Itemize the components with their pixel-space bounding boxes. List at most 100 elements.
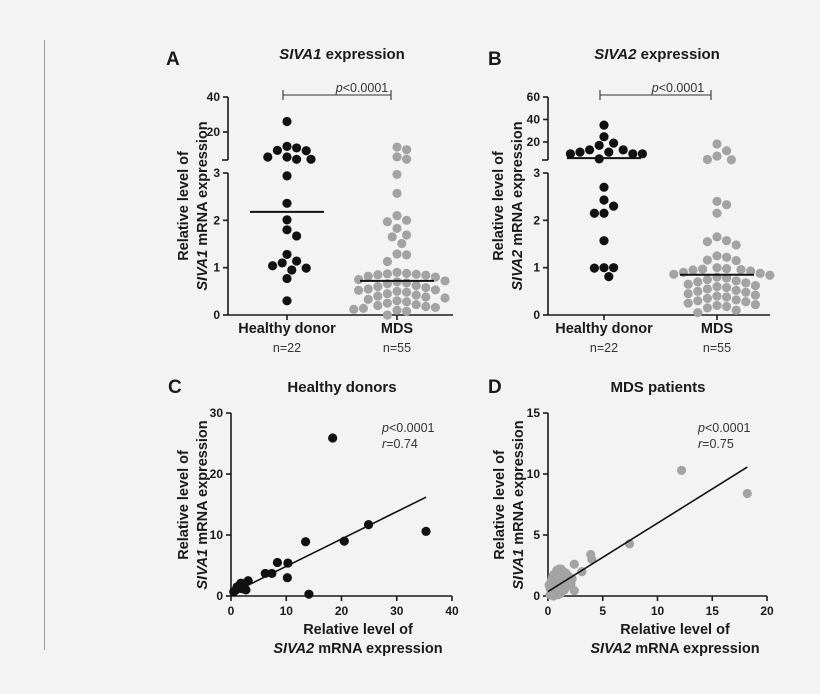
data-point <box>363 294 373 304</box>
title-rest: expression <box>321 46 404 63</box>
data-point <box>392 296 402 306</box>
panel-d-plot: 0 5 10 15 0 5 10 15 20 <box>527 406 774 618</box>
data-point <box>373 282 383 292</box>
data-point <box>742 488 752 499</box>
y-tick-label: 0 <box>533 589 540 603</box>
y-tick-label: 15 <box>527 406 541 420</box>
data-point <box>402 278 412 288</box>
category-label-mds: MDS <box>701 321 734 337</box>
data-point <box>560 568 571 578</box>
data-point <box>712 291 722 301</box>
regression-line <box>547 466 748 593</box>
panel-d-title: MDS patients <box>610 379 705 396</box>
n-label-healthy: n=22 <box>273 341 301 355</box>
data-point <box>712 139 722 149</box>
data-point <box>746 266 756 276</box>
panel-c-plot: 0 10 20 30 0 10 20 30 40 <box>210 406 459 618</box>
r-symbol: r <box>698 437 703 451</box>
data-point <box>382 269 392 279</box>
data-point <box>358 303 368 313</box>
data-point <box>609 138 619 148</box>
data-point <box>440 276 450 286</box>
data-point <box>411 281 421 291</box>
x-tick-label: 0 <box>228 604 235 618</box>
data-point <box>282 116 292 127</box>
p-value-label: p<0.0001 <box>335 81 389 95</box>
y-tick-label: 0 <box>213 308 220 322</box>
data-point <box>354 274 364 285</box>
y-tick-label: 5 <box>533 528 540 542</box>
y-tick-label: 1 <box>533 261 540 275</box>
data-point <box>392 305 402 315</box>
ylabel-gene: SIVA1 <box>195 549 211 590</box>
xlabel-gene: SIVA2 <box>273 641 314 657</box>
xlabel-line1: Relative level of <box>303 622 413 638</box>
panel-d: D MDS patients Relative level of SIVA1 m… <box>488 377 774 657</box>
data-point <box>382 298 392 308</box>
x-tick-label: 30 <box>390 604 404 618</box>
data-point <box>392 223 402 233</box>
data-point <box>282 273 292 284</box>
data-point <box>328 433 338 443</box>
data-point <box>587 554 597 565</box>
panel-a-ylabel: Relative level of SIVA1 mRNA expression <box>176 121 211 290</box>
data-point <box>282 198 292 208</box>
ylabel-line2: SIVA2 mRNA expression <box>510 121 526 290</box>
data-point <box>282 171 292 181</box>
ylabel-line2: SIVA1 mRNA expression <box>511 420 527 589</box>
ylabel-gene: SIVA2 <box>510 250 526 291</box>
p-symbol: p <box>335 81 343 95</box>
ylabel-rest: mRNA expression <box>195 420 211 548</box>
data-point <box>594 140 604 150</box>
xlabel-line2: SIVA2 mRNA expression <box>590 641 759 657</box>
data-point <box>755 268 765 278</box>
panel-b-ylabel: Relative level of SIVA2 mRNA expression <box>491 121 526 290</box>
y-tick-label: 10 <box>210 528 224 542</box>
panel-c: C Healthy donors Relative level of SIVA1… <box>168 377 459 657</box>
data-point <box>421 292 431 302</box>
y-tick-label: 20 <box>527 135 541 149</box>
data-point <box>304 589 314 599</box>
data-point <box>722 252 732 262</box>
ylabel-rest: mRNA expression <box>510 121 526 249</box>
xlabel-line2: SIVA2 mRNA expression <box>273 641 442 657</box>
y-tick-label: 0 <box>533 308 540 322</box>
data-point <box>765 270 775 280</box>
ylabel-gene: SIVA1 <box>511 549 527 590</box>
data-point <box>282 225 292 235</box>
r-symbol: r <box>382 437 387 451</box>
ylabel-line1: Relative level of <box>492 450 508 560</box>
data-point <box>382 256 392 267</box>
panel-letter-b: B <box>488 49 502 70</box>
data-point <box>363 284 373 294</box>
panel-b: B SIVA2 expression Relative level of SIV… <box>488 46 775 355</box>
data-point <box>669 269 679 279</box>
data-point <box>373 300 383 311</box>
data-point <box>440 293 450 303</box>
data-point <box>392 188 402 198</box>
data-point <box>263 152 273 162</box>
n-label-healthy: n=22 <box>590 341 618 355</box>
data-point <box>693 296 703 306</box>
data-point <box>741 287 751 297</box>
data-point <box>282 249 292 260</box>
data-point <box>430 272 440 282</box>
y-tick-label: 30 <box>210 406 224 420</box>
data-point <box>731 305 741 315</box>
data-point <box>382 217 392 227</box>
title-rest: expression <box>636 46 719 63</box>
data-point <box>599 263 609 273</box>
r-value: =0.75 <box>702 437 734 451</box>
data-point <box>411 290 421 300</box>
data-point <box>392 249 402 259</box>
data-point <box>693 277 703 287</box>
data-point <box>702 274 713 285</box>
data-point <box>599 208 609 218</box>
xlabel-gene: SIVA2 <box>590 641 631 657</box>
panel-letter-c: C <box>168 377 182 398</box>
y-tick-label: 40 <box>527 113 541 127</box>
data-point <box>589 263 600 273</box>
data-point <box>712 151 722 161</box>
title-gene: SIVA2 <box>594 46 637 63</box>
y-tick-label: 2 <box>213 213 220 227</box>
